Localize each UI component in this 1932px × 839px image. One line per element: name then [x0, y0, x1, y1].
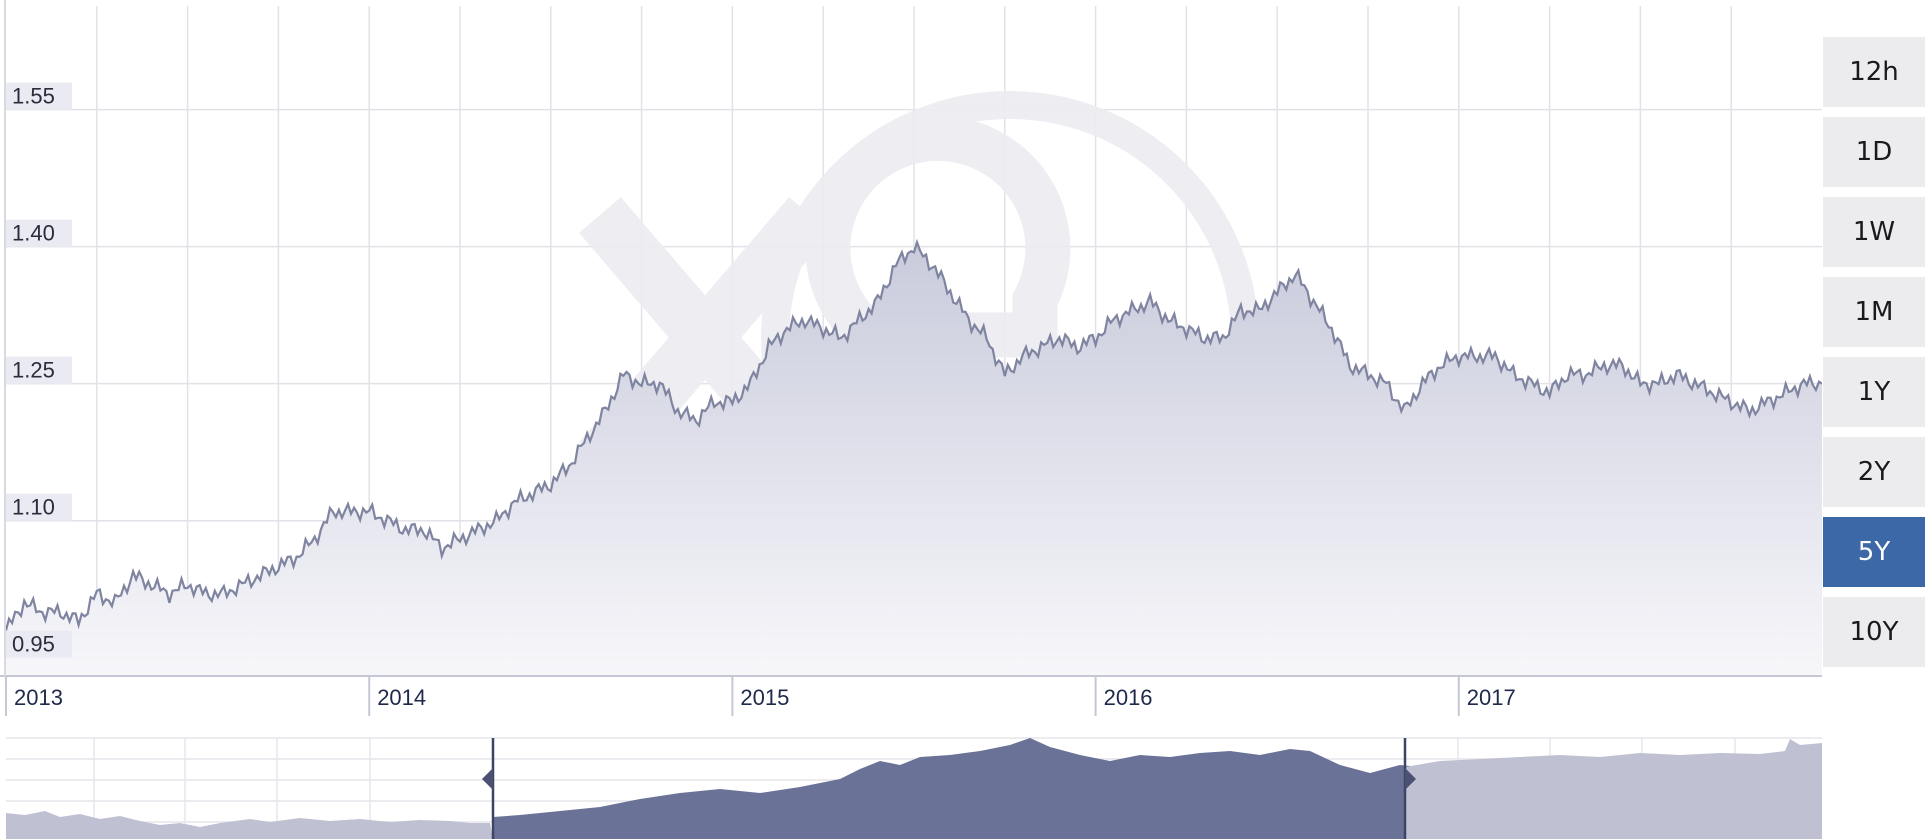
y-tick-label-background: [6, 630, 72, 658]
y-axis-labels: 1.55 1.40 1.25 1.10 0.95: [6, 82, 72, 658]
y-tick-label: 1.10: [6, 493, 72, 521]
x-tick-label: 2017: [1467, 685, 1516, 710]
y-tick-label: 1.55: [6, 82, 72, 110]
range-button-1m[interactable]: 1M: [1823, 277, 1925, 347]
y-tick-label-text: 1.25: [12, 358, 55, 383]
y-tick-label: 1.25: [6, 356, 72, 384]
y-tick-label-background: [6, 219, 72, 247]
y-tick-label-text: 1.10: [12, 495, 55, 520]
rate-line: [4, 238, 1822, 631]
y-tick-label-text: 0.95: [12, 632, 55, 657]
y-tick-label-background: [6, 356, 72, 384]
range-button-1w[interactable]: 1W: [1823, 197, 1925, 267]
range-button-10y[interactable]: 10Y: [1823, 597, 1925, 667]
rate-area-fill: [6, 242, 1822, 677]
x-axis-labels: 2013 2014 2015 2016 2017: [5, 676, 1516, 716]
y-tick-label-text: 1.55: [12, 84, 55, 109]
navigator-left-unselected-area: [6, 811, 493, 839]
range-button-1d[interactable]: 1D: [1823, 117, 1925, 187]
range-button-5y[interactable]: 5Y: [1823, 517, 1925, 587]
y-tick-label: 1.40: [6, 219, 72, 247]
range-button-1y[interactable]: 1Y: [1823, 357, 1925, 427]
navigator-right-unselected-area: [1405, 739, 1822, 839]
navigator-selected-area: [493, 738, 1420, 839]
range-button-2y[interactable]: 2Y: [1823, 437, 1925, 507]
y-tick-label: 0.95: [6, 630, 72, 658]
y-tick-label-background: [6, 82, 72, 110]
x-tick-label: 2013: [14, 685, 63, 710]
y-tick-label-text: 1.40: [12, 221, 55, 246]
x-tick-label: 2014: [377, 685, 426, 710]
x-tick-label: 2016: [1104, 685, 1153, 710]
y-tick-label-background: [6, 493, 72, 521]
navigator-right-handle[interactable]: [1405, 768, 1416, 790]
x-tick-label: 2015: [740, 685, 789, 710]
range-button-12h[interactable]: 12h: [1823, 37, 1925, 107]
main-chart[interactable]: 1.551.401.251.100.95 2013 2014 2015 2016 201…: [0, 0, 1822, 720]
navigator-left-handle[interactable]: [482, 768, 493, 790]
range-navigator[interactable]: [0, 735, 1822, 839]
